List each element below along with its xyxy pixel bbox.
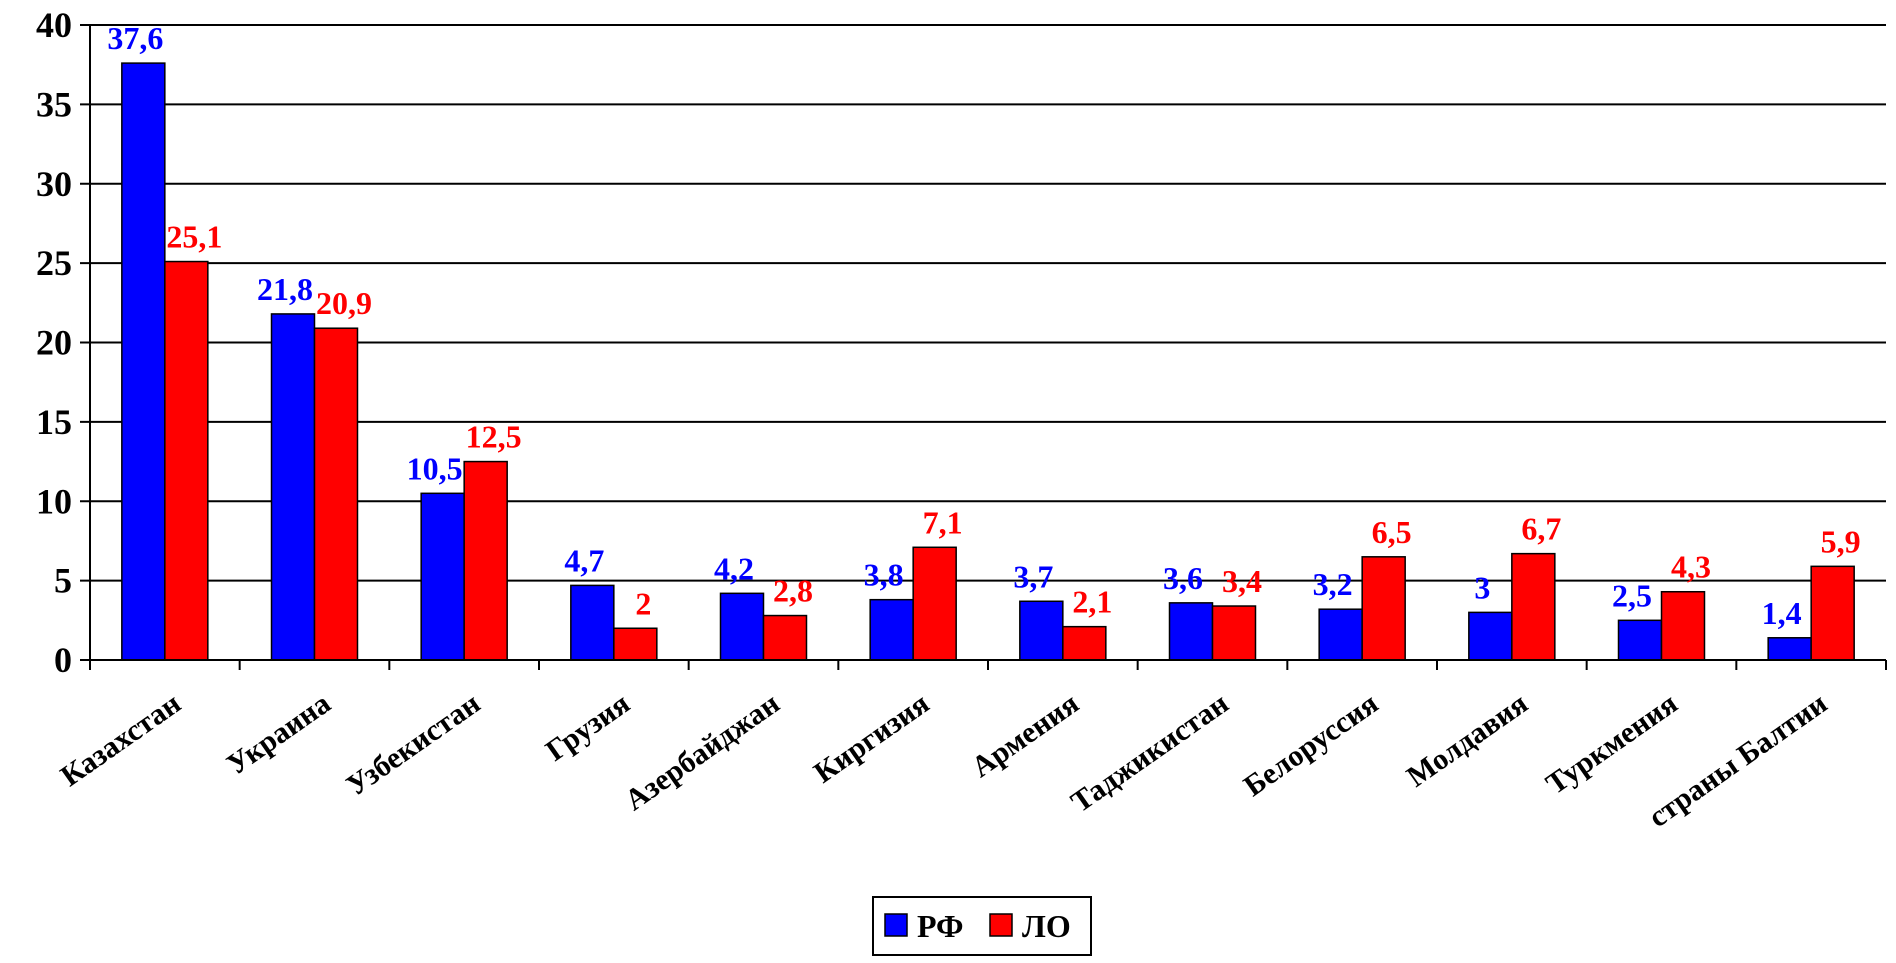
legend-label-lo: ЛО: [1022, 908, 1071, 944]
data-label-rf: 10,5: [407, 450, 463, 486]
bar-lo: [1211, 605, 1257, 661]
data-label-rf: 3,8: [864, 557, 904, 593]
y-tick-label: 15: [36, 402, 72, 442]
bar-rf: [570, 584, 615, 661]
y-tick-label: 20: [36, 323, 72, 363]
bar-rf: [869, 598, 914, 661]
data-label-lo: 4,3: [1671, 549, 1711, 585]
x-tick-label: Туркмения: [1540, 687, 1683, 801]
data-label-lo: 5,9: [1821, 523, 1861, 559]
bar-rf: [420, 492, 465, 661]
x-tick-label: Казахстан: [55, 687, 187, 793]
data-label-lo: 25,1: [166, 219, 222, 255]
y-tick-label: 0: [54, 640, 72, 680]
data-label-rf: 4,7: [564, 542, 604, 578]
y-tick-label: 25: [36, 243, 72, 283]
bar-lo: [313, 327, 359, 661]
y-tick-label: 10: [36, 481, 72, 521]
x-tick-label: Белоруссия: [1238, 687, 1384, 803]
bar-rf: [1617, 619, 1663, 661]
x-tick-labels: Казахстан Украина Узбекистан ГрузияАзербайд…: [55, 687, 1834, 834]
data-label-rf: 1,4: [1762, 595, 1802, 631]
data-label-lo: 7,1: [923, 504, 963, 540]
data-label-lo: 2,1: [1072, 584, 1112, 620]
data-label-rf: 3,7: [1013, 558, 1053, 594]
bar-rf: [121, 62, 166, 661]
bar-rf: [1019, 600, 1064, 661]
x-tick-label: Грузия: [540, 687, 636, 768]
bar-rf: [719, 592, 765, 661]
data-label-lo: 20,9: [316, 285, 372, 321]
data-label-lo: 2,8: [773, 573, 813, 609]
bar-lo: [912, 546, 957, 661]
data-label-lo: 3,4: [1222, 563, 1262, 599]
bar-rf: [1168, 602, 1214, 661]
legend-frame: [872, 896, 1092, 956]
data-label-rf: 3: [1474, 569, 1490, 605]
bar-lo: [613, 627, 658, 661]
x-tick-label: Киргизия: [808, 687, 935, 790]
y-tick-label: 30: [36, 164, 72, 204]
data-label-rf: 3,6: [1163, 560, 1203, 596]
data-label-lo: 2: [635, 585, 651, 621]
data-label-lo: 12,5: [466, 419, 522, 455]
bar-rf: [1318, 608, 1363, 661]
bars: [121, 62, 1855, 661]
x-tick-label: Молдавия: [1401, 687, 1534, 794]
data-label-rf: 37,6: [107, 20, 163, 56]
bar-lo: [762, 614, 808, 661]
data-label-rf: 3,2: [1313, 566, 1353, 602]
legend-label-rf: РФ: [917, 908, 963, 944]
gridlines: [90, 24, 1886, 582]
x-tick-label: Азербайджан: [619, 687, 786, 817]
bar-lo: [1511, 552, 1556, 661]
bar-lo: [1361, 556, 1406, 661]
data-label-rf: 21,8: [257, 271, 313, 307]
x-tick-label: Таджикистан: [1065, 687, 1234, 819]
data-label-lo: 6,7: [1521, 511, 1561, 547]
legend: РФ ЛО: [872, 896, 1092, 956]
legend-swatch-rf: [884, 913, 908, 937]
data-labels: 37,621,810,54,7 4,2 3,8 3,7 3,6 3,2 3 2,5 1,425,…: [107, 20, 1860, 631]
bar-rf: [1767, 637, 1812, 661]
data-label-rf: 2,5: [1612, 577, 1652, 613]
bar-lo: [463, 460, 508, 661]
x-tick-label: Украина: [221, 687, 337, 782]
y-tick-label: 5: [54, 561, 72, 601]
bar-lo: [1660, 590, 1706, 661]
bar-lo: [1062, 625, 1107, 661]
data-label-rf: 4,2: [714, 550, 754, 586]
x-tick-label: Узбекистан: [340, 687, 486, 803]
data-label-lo: 6,5: [1372, 514, 1412, 550]
legend-swatch-lo: [989, 913, 1013, 937]
axes: [80, 24, 1887, 670]
bar-rf: [1468, 611, 1513, 661]
x-tick-label: Армения: [966, 687, 1085, 784]
bar-lo: [164, 260, 209, 661]
y-tick-labels: 0 5 10 15 20 25 30 35 40: [36, 5, 72, 680]
bar-lo: [1810, 565, 1855, 661]
bar-rf: [270, 313, 316, 661]
y-tick-label: 35: [36, 84, 72, 124]
y-tick-label: 40: [36, 5, 72, 45]
